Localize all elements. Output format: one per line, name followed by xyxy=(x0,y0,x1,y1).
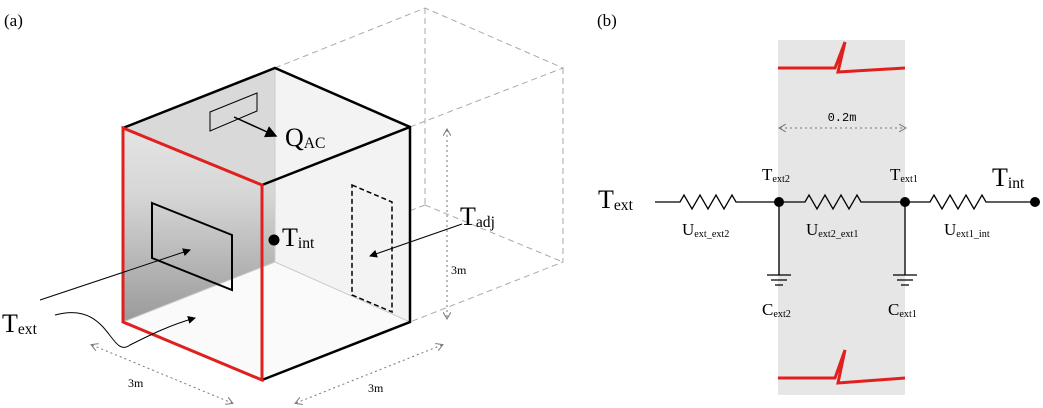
capacitor-label: Cext1 xyxy=(888,300,917,320)
symbol: T xyxy=(890,165,901,184)
panel-label: (a) xyxy=(4,11,23,30)
symbol: Q xyxy=(285,123,304,152)
subscript: ext2 xyxy=(772,174,790,185)
t-int-label: Tint xyxy=(282,223,315,252)
t-ext-label: Text xyxy=(2,309,38,338)
symbol: C xyxy=(888,300,899,319)
capacitor-label: Cext2 xyxy=(762,300,791,320)
subscript: ext1 xyxy=(900,174,918,185)
subscript: int xyxy=(1008,175,1025,192)
panel-label: (b) xyxy=(597,11,617,30)
subscript: adj xyxy=(476,214,495,231)
subscript: ext_ext2 xyxy=(694,229,729,240)
panel-a: (a) QAC Tint Tadj Text 3m 3m 3m xyxy=(2,7,565,403)
symbol: U xyxy=(944,220,956,239)
node-label: Text1 xyxy=(890,165,918,185)
symbol: C xyxy=(762,300,773,319)
symbol: T xyxy=(282,223,298,252)
t-adj-label: Tadj xyxy=(460,202,495,231)
subscript: ext xyxy=(614,197,634,214)
symbol: T xyxy=(598,185,614,214)
dimension: 3m xyxy=(368,381,384,395)
node-label: Text2 xyxy=(762,165,790,185)
resistor-label: Uext_ext2 xyxy=(682,220,729,240)
panel-b: (b) 0.2m Text Tint Text2 Text1 Uext_ext2… xyxy=(597,11,1040,395)
symbol: T xyxy=(762,165,773,184)
subscript: AC xyxy=(304,135,326,152)
subscript: ext1_int xyxy=(956,229,990,240)
subscript: ext2_ext1 xyxy=(818,229,858,240)
symbol: T xyxy=(992,163,1008,192)
dimension: 3m xyxy=(128,376,144,390)
subscript: ext2 xyxy=(773,309,791,320)
symbol: T xyxy=(2,309,18,338)
dimension: 3m xyxy=(451,263,467,277)
resistor-label: Uext1_int xyxy=(944,220,990,240)
width-label: 0.2m xyxy=(828,111,857,125)
resistor-label: Uext2_ext1 xyxy=(806,220,858,240)
t-ext-label: Text xyxy=(598,185,634,214)
t-int-label: Tint xyxy=(992,163,1025,192)
q-ac-label: QAC xyxy=(285,123,325,152)
subscript: ext1 xyxy=(899,309,917,320)
subscript: ext xyxy=(18,321,38,338)
subscript: int xyxy=(298,235,315,252)
symbol: U xyxy=(806,220,818,239)
symbol: T xyxy=(460,202,476,231)
symbol: U xyxy=(682,220,694,239)
